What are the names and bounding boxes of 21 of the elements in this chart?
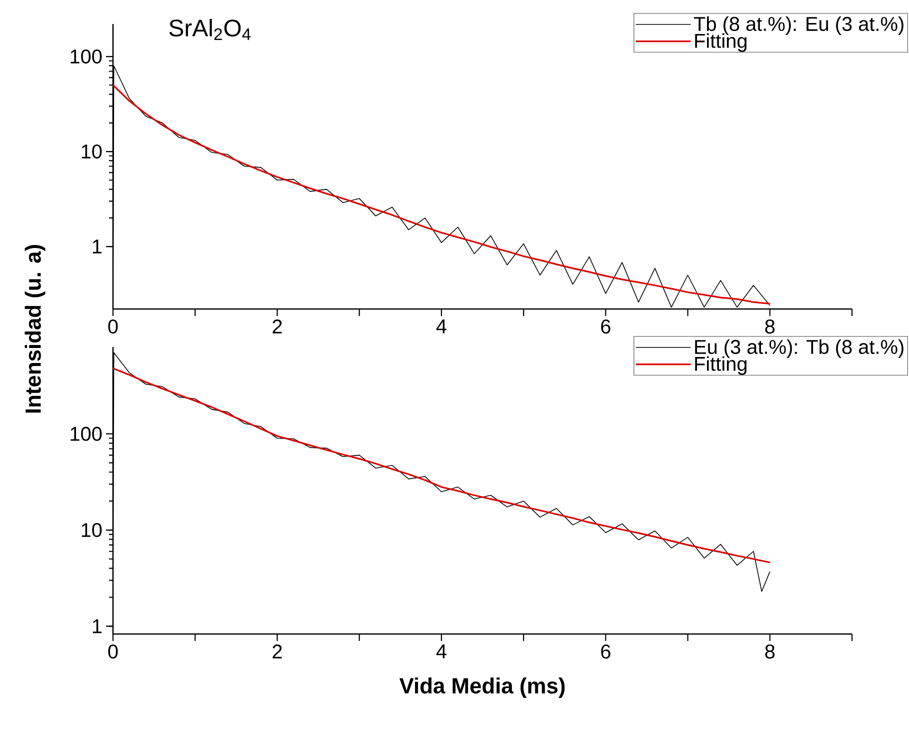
legend-label: Fitting xyxy=(695,356,746,375)
x-tick-label: 4 xyxy=(436,644,446,658)
legend-label: Fitting xyxy=(695,33,746,52)
x-tick-label: 4 xyxy=(436,320,446,334)
x-tick-label: 6 xyxy=(601,644,610,659)
x-tick-label: 6 xyxy=(601,320,610,334)
x-tick-label: 2 xyxy=(272,320,282,334)
annotation: SrAl$_{2}$O$_{4}$ xyxy=(169,18,251,40)
x-tick-label: 0 xyxy=(108,320,118,334)
x-axis-title: Vida Media (ms) xyxy=(399,677,565,698)
y-tick-label: 10 xyxy=(82,144,102,159)
y-tick-label: 1 xyxy=(92,240,102,254)
y-tick-label: 100 xyxy=(70,49,102,64)
x-tick-label: 8 xyxy=(765,644,775,659)
x-tick-label: 0 xyxy=(108,644,118,659)
y-tick-label: 10 xyxy=(82,522,102,538)
x-tick-label: 8 xyxy=(765,320,775,334)
y-tick-label: 1 xyxy=(92,619,102,634)
y-axis-title: Intensidad (u. a) xyxy=(24,245,46,413)
x-tick-label: 2 xyxy=(272,644,282,658)
y-tick-label: 100 xyxy=(70,426,102,441)
